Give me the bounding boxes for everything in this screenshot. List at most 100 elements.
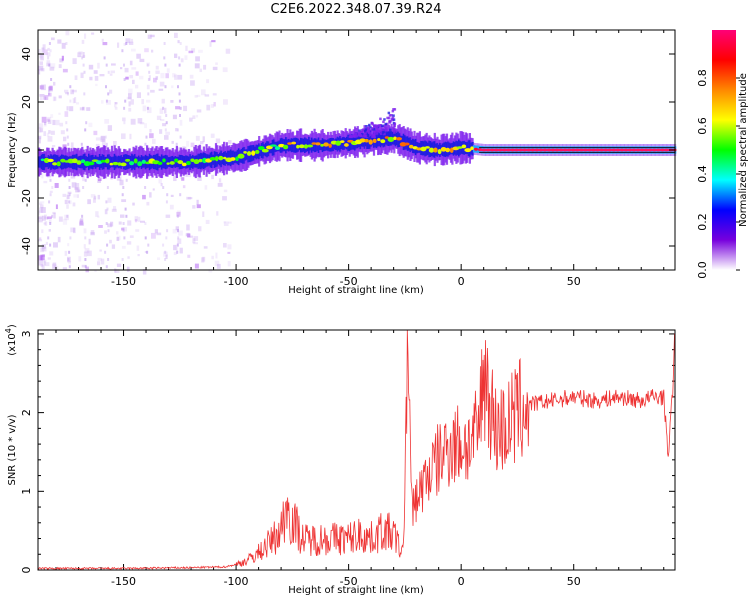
noise-speckle bbox=[93, 197, 96, 203]
noise-speckle bbox=[126, 241, 132, 245]
ridge-core bbox=[372, 138, 377, 144]
ridge-core bbox=[72, 158, 78, 164]
ridge-body bbox=[183, 156, 187, 168]
ridge-body bbox=[110, 157, 114, 167]
noise-speckle bbox=[109, 73, 113, 76]
noise-speckle bbox=[39, 94, 45, 97]
noise-speckle bbox=[44, 221, 48, 226]
noise-speckle bbox=[134, 216, 139, 221]
ridge-core bbox=[166, 162, 170, 165]
noise-speckle bbox=[186, 140, 190, 147]
noise-speckle bbox=[144, 251, 148, 254]
noise-speckle bbox=[100, 136, 106, 141]
noise-streak bbox=[105, 222, 108, 225]
noise-speckle bbox=[52, 145, 56, 148]
noise-speckle bbox=[129, 133, 132, 140]
noise-streak bbox=[49, 222, 52, 225]
noise-speckle bbox=[101, 139, 106, 146]
ridge-core bbox=[440, 146, 447, 152]
ridge-body bbox=[402, 133, 405, 151]
noise-speckle bbox=[38, 239, 43, 242]
ridge-core bbox=[243, 151, 247, 154]
ridge-body bbox=[386, 131, 389, 146]
noise-speckle bbox=[41, 116, 47, 123]
noise-speckle bbox=[116, 237, 120, 241]
noise-speckle bbox=[136, 92, 141, 99]
noise-speckle bbox=[82, 52, 85, 58]
noise-streak bbox=[107, 229, 110, 233]
echo-speckle bbox=[355, 134, 359, 138]
noise-streak bbox=[124, 207, 127, 211]
noise-speckle bbox=[53, 81, 56, 86]
echo-speckle bbox=[392, 128, 396, 131]
noise-speckle bbox=[194, 63, 200, 69]
noise-speckle bbox=[58, 112, 61, 115]
noise-speckle bbox=[146, 99, 151, 103]
noise-speckle bbox=[38, 126, 42, 133]
ridge-body bbox=[127, 155, 130, 170]
ridge-core bbox=[246, 151, 252, 156]
noise-speckle bbox=[64, 89, 69, 93]
echo-speckle bbox=[357, 132, 360, 136]
noise-speckle bbox=[190, 142, 195, 148]
ridge-body bbox=[124, 154, 127, 170]
x-tick-label: -150 bbox=[111, 275, 136, 288]
noise-streak bbox=[179, 193, 182, 197]
noise-speckle bbox=[39, 128, 44, 133]
ridge-body bbox=[128, 155, 131, 169]
noise-streak bbox=[48, 200, 51, 204]
colorbar-label: Normalized spectral amplitude bbox=[738, 73, 749, 227]
ridge-body bbox=[112, 156, 115, 168]
noise-speckle bbox=[114, 102, 118, 105]
ridge-core bbox=[100, 159, 106, 163]
noise-speckle bbox=[81, 264, 87, 268]
noise-speckle bbox=[192, 205, 196, 209]
ridge-core bbox=[428, 147, 435, 153]
noise-speckle bbox=[193, 242, 198, 245]
noise-speckle bbox=[206, 104, 211, 111]
noise-streak bbox=[179, 106, 182, 110]
noise-speckle bbox=[159, 108, 164, 114]
ridge-body bbox=[466, 142, 469, 155]
ridge-core bbox=[76, 160, 82, 165]
noise-speckle bbox=[170, 100, 174, 103]
echo-speckle bbox=[373, 132, 376, 136]
noise-speckle bbox=[172, 114, 177, 120]
noise-speckle bbox=[90, 232, 95, 236]
noise-speckle bbox=[117, 42, 120, 48]
noise-speckle bbox=[175, 128, 178, 132]
noise-speckle bbox=[47, 119, 52, 124]
echo-speckle bbox=[393, 129, 396, 132]
noise-speckle bbox=[155, 76, 159, 80]
y-tick-label: 0 bbox=[20, 567, 33, 574]
noise-speckle bbox=[218, 178, 222, 183]
ridge-core bbox=[157, 161, 163, 165]
noise-streak bbox=[66, 135, 69, 139]
noise-speckle bbox=[210, 133, 215, 138]
ridge-core bbox=[404, 142, 410, 146]
ridge-core bbox=[129, 161, 135, 166]
ridge-core bbox=[320, 143, 324, 147]
noise-speckle bbox=[57, 39, 62, 44]
ridge-core bbox=[235, 156, 239, 162]
colorbar-gradient bbox=[712, 30, 736, 270]
noise-speckle bbox=[146, 84, 150, 90]
ridge-core bbox=[408, 144, 414, 149]
noise-speckle bbox=[41, 172, 44, 179]
noise-speckle bbox=[211, 174, 214, 180]
noise-speckle bbox=[128, 41, 134, 45]
noise-speckle bbox=[196, 204, 201, 209]
noise-speckle bbox=[211, 40, 216, 43]
noise-speckle bbox=[190, 80, 195, 86]
noise-speckle bbox=[174, 32, 178, 38]
noise-speckle bbox=[223, 221, 229, 226]
ridge-core bbox=[251, 150, 256, 156]
noise-speckle bbox=[49, 66, 55, 71]
noise-speckle bbox=[142, 105, 147, 112]
noise-speckle bbox=[169, 204, 174, 210]
ridge-body bbox=[182, 155, 185, 169]
noise-speckle bbox=[223, 243, 227, 248]
noise-streak bbox=[66, 214, 69, 218]
colorbar-tick-label: 0.6 bbox=[696, 117, 709, 135]
